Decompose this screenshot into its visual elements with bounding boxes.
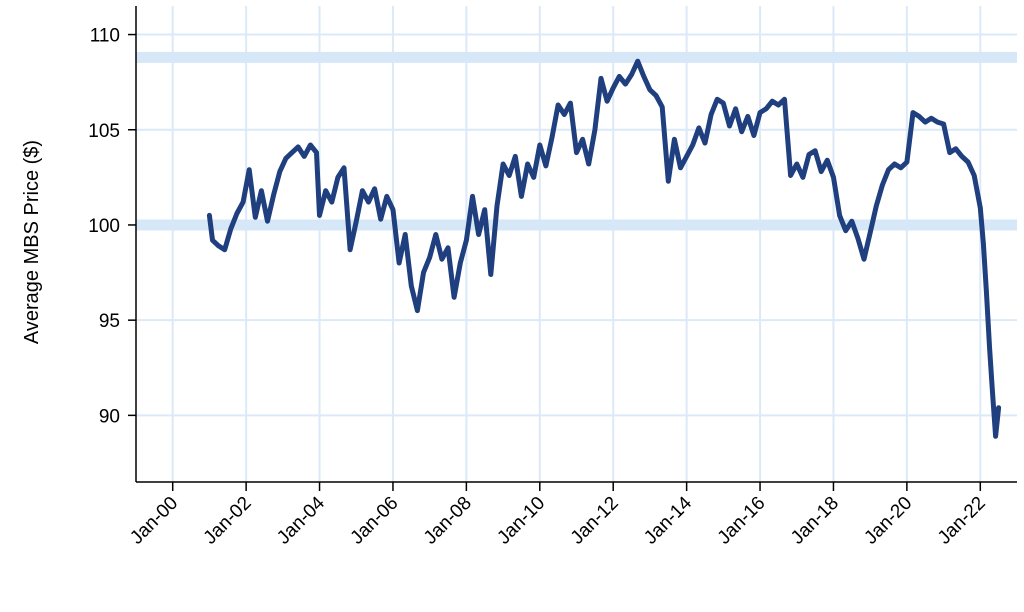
series-layer: [206, 58, 1002, 439]
mbs-price-series-line: [206, 58, 1002, 439]
grid-layer: [136, 6, 1017, 482]
x-tick-label: Jan-10: [493, 493, 549, 549]
axes: 90 95 100 105 110 Jan-00 Jan-02 Jan-04 Jan-06 Jan…: [88, 6, 1017, 549]
y-tick-label: 95: [99, 311, 120, 332]
x-tick-label: Jan-18: [787, 493, 843, 549]
y-tick-label: 100: [88, 216, 120, 237]
x-tick-label: Jan-20: [860, 493, 916, 549]
x-tick-label: Jan-06: [347, 493, 403, 549]
x-tick-label: Jan-12: [567, 493, 623, 549]
x-tick-label: Jan-00: [126, 493, 182, 549]
x-tick-label: Jan-04: [273, 492, 329, 548]
x-tick-label: Jan-14: [640, 492, 696, 548]
y-tick-label: 105: [88, 121, 120, 142]
y-tick-label: 90: [99, 406, 120, 427]
y-axis-title: Average MBS Price ($): [21, 140, 43, 344]
y-tick-label: 110: [90, 26, 120, 47]
x-tick-label: Jan-02: [200, 493, 256, 549]
x-tick-label: Jan-16: [714, 493, 770, 549]
x-tick-label: Jan-08: [420, 493, 476, 549]
x-tick-label: Jan-22: [934, 493, 990, 549]
